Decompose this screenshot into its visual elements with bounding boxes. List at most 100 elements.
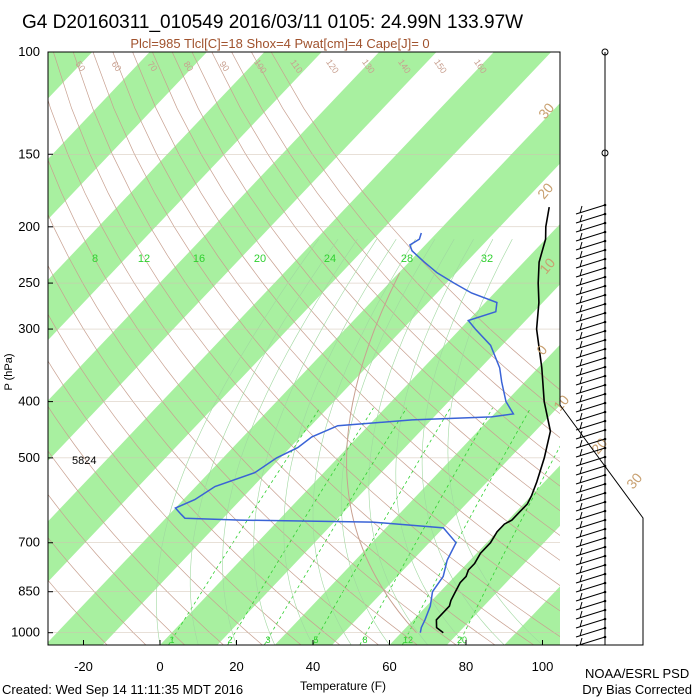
wind-barb [575, 537, 606, 548]
y-tick-label: 850 [18, 584, 40, 599]
x-tick-label: 100 [532, 659, 554, 674]
mixing-ratio-bottom-label: 12 [403, 635, 413, 645]
wind-barb-flag [579, 295, 583, 304]
barb-dot [603, 500, 607, 504]
dry-adiabat [152, 52, 560, 536]
mixing-ratio-label: 32 [481, 253, 493, 265]
barb-dot [603, 518, 607, 522]
isotherm-label: 150 [432, 57, 449, 75]
moist-adiabat [189, 238, 339, 645]
plot-area [48, 52, 560, 645]
isotherm-band [274, 344, 560, 645]
y-tick-label: 1000 [11, 625, 40, 640]
wind-barb [575, 483, 606, 494]
barb-dot [603, 221, 607, 225]
isotherm-label: 60 [109, 59, 123, 73]
wind-barb [575, 528, 606, 539]
x-tick-label: 20 [229, 659, 243, 674]
wind-barb-flag [579, 475, 583, 484]
wind-barb-flag [579, 358, 583, 367]
barb-dot [603, 302, 607, 306]
mixing-ratio-line [312, 407, 451, 645]
note-label: Dry Bias Corrected [582, 682, 692, 697]
wind-barb-flag [579, 466, 583, 475]
wind-barb [575, 249, 606, 260]
isotherm-label: 70 [145, 59, 159, 73]
wind-barb-flag [579, 313, 583, 322]
wind-barb-flag [579, 457, 583, 466]
parcel-path [346, 272, 417, 634]
wind-barb [575, 276, 606, 287]
y-tick-label: 500 [18, 450, 40, 465]
moist-adiabat [283, 238, 397, 645]
dry-adiabat [231, 52, 560, 439]
wind-barb-flag [579, 214, 583, 223]
wind-barb-flag [579, 601, 583, 610]
wind-barb [575, 429, 606, 440]
dry-adiabat [48, 360, 302, 645]
barb-dot [603, 563, 607, 567]
mixing-ratio-label: 24 [324, 253, 336, 265]
wind-barb-flag [579, 304, 583, 313]
y-tick-label: 150 [18, 146, 40, 161]
wind-barb [575, 312, 606, 323]
dry-adiabat [48, 405, 263, 645]
moist-adiabat [447, 238, 543, 645]
wind-barb-flag [579, 592, 583, 601]
wind-barb [575, 411, 606, 422]
wind-barb [575, 510, 606, 521]
dry-adiabat [211, 52, 560, 463]
barb-dot [603, 473, 607, 477]
org-label: NOAA/ESRL PSD [584, 666, 690, 681]
mixing-ratio-line [227, 407, 374, 645]
wind-barb-flag [579, 538, 583, 547]
isotherm-band [48, 52, 207, 220]
theta-label: 30 [623, 470, 645, 492]
x-tick-label: -20 [74, 659, 93, 674]
mixing-ratio-bottom-label: 20 [457, 635, 467, 645]
wind-barb-flag [579, 412, 583, 421]
barb-dot [603, 635, 607, 639]
dry-adiabat [251, 52, 560, 415]
x-axis-label: Temperature (F) [300, 679, 387, 693]
wind-barb-flag [579, 205, 583, 214]
barb-dot [603, 248, 607, 252]
wind-barb [575, 294, 606, 305]
dry-adiabat [191, 52, 560, 487]
wind-barb-flag [579, 340, 583, 349]
wind-barb-flag [579, 484, 583, 493]
wind-barb [575, 591, 606, 602]
mixing-ratio-line [168, 407, 321, 645]
y-tick-label: 100 [18, 44, 40, 59]
wind-barb-flag [579, 448, 583, 457]
moist-adiabat [156, 238, 320, 645]
wind-barb-flag [579, 493, 583, 502]
barb-dot [603, 599, 607, 603]
wind-barb-flag [579, 430, 583, 439]
wind-barb [575, 204, 606, 215]
barb-dot [603, 293, 607, 297]
barb-dot [603, 383, 607, 387]
barb-dot [603, 617, 607, 621]
isotherm-band [48, 52, 93, 99]
y-tick-label: 300 [18, 321, 40, 336]
barb-dot [603, 266, 607, 270]
wind-barb [575, 636, 606, 647]
wind-barb [575, 339, 606, 350]
wind-barb [575, 501, 606, 512]
barb-dot [603, 320, 607, 324]
dry-adiabat [132, 52, 560, 561]
wind-barb-flag [579, 349, 583, 358]
wind-barb-flag [579, 547, 583, 556]
dry-adiabat [112, 52, 560, 586]
wind-barb [575, 357, 606, 368]
isotherm-band [389, 465, 560, 645]
barb-dot [603, 203, 607, 207]
wind-barb [575, 240, 606, 251]
wind-barb [575, 546, 606, 557]
barb-circle [601, 48, 609, 56]
moist-adiabat [312, 238, 416, 645]
mixing-ratio-label: 8 [92, 253, 98, 265]
barb-dot [603, 428, 607, 432]
